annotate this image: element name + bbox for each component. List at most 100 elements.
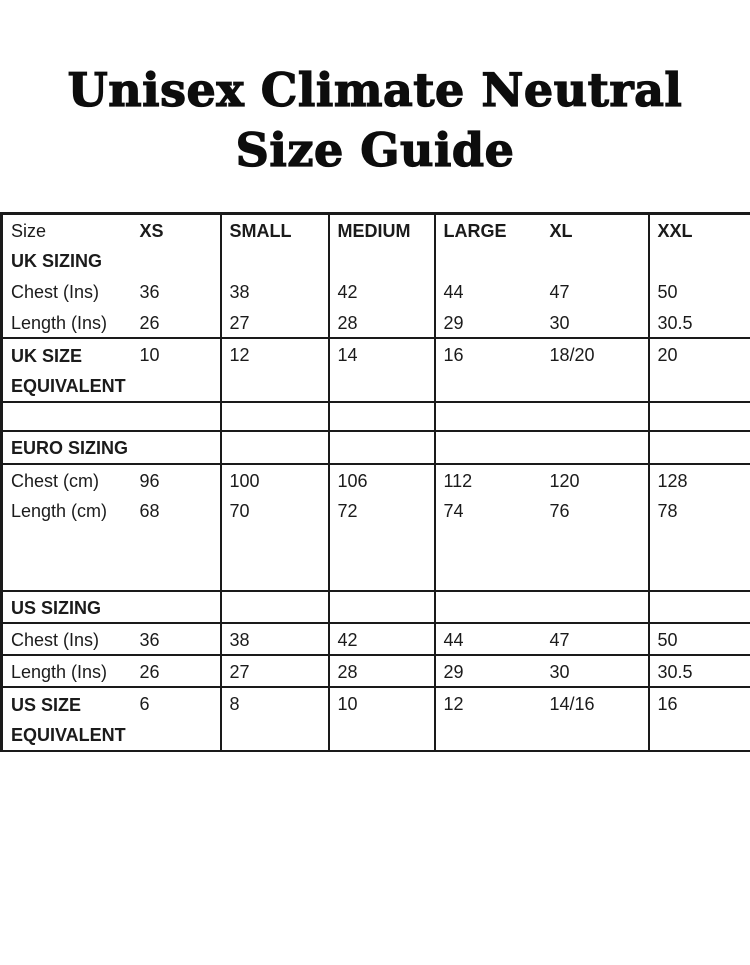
row-label-line2: EQUIVALENT [11,720,130,750]
cell-value: 28 [329,655,435,687]
row-label: Length (Ins) [2,307,132,338]
row-label: Length (Ins) [2,655,132,687]
page-title-line2: Size Guide [0,120,750,180]
cell-value: 6 [132,687,221,751]
row-label: UK SIZE [11,341,130,371]
row-uk-chest: Chest (Ins) 36 38 42 44 47 50 [2,276,750,307]
cell-value: 96 [132,464,221,495]
cell-value: 29 [435,655,542,687]
row-label: Chest (Ins) [2,276,132,307]
cell-empty [221,591,329,623]
cell-value: 27 [221,655,329,687]
cell-value: 29 [435,307,542,338]
cell-value: 44 [435,623,542,655]
cell-empty [132,591,221,623]
row-label-cell: US SIZE EQUIVALENT [2,687,132,751]
cell-value: 36 [132,276,221,307]
cell-value: 26 [132,307,221,338]
cell-value: 47 [542,276,649,307]
section-label-euro-sizing: EURO SIZING [2,431,132,464]
row-separator [2,402,750,431]
cell-value: 100 [221,464,329,495]
cell-empty [221,526,329,591]
page-title-line1: Unisex Climate Neutral [0,60,750,120]
cell-value: 18/20 [542,338,649,402]
col-header-large: LARGE [435,214,542,246]
cell-empty [435,245,542,276]
cell-empty [2,402,132,431]
row-spacer [2,526,750,591]
cell-value: 14/16 [542,687,649,751]
col-header-xxl: XXL [649,214,750,246]
cell-value: 42 [329,623,435,655]
cell-empty [329,526,435,591]
cell-value: 78 [649,495,750,526]
cell-value: 68 [132,495,221,526]
cell-empty [435,431,542,464]
cell-empty [435,526,542,591]
cell-empty [649,245,750,276]
row-label: Chest (Ins) [2,623,132,655]
cell-value: 16 [649,687,750,751]
cell-empty [329,431,435,464]
cell-empty [649,526,750,591]
row-size-header: Size XS SMALL MEDIUM LARGE XL XXL [2,214,750,246]
cell-value: 76 [542,495,649,526]
cell-value: 26 [132,655,221,687]
cell-empty [649,431,750,464]
col-header-small: SMALL [221,214,329,246]
cell-value: 30 [542,307,649,338]
cell-empty [542,402,649,431]
cell-empty [329,591,435,623]
cell-value: 44 [435,276,542,307]
cell-value: 8 [221,687,329,751]
page-title: Unisex Climate Neutral Size Guide [0,60,750,180]
cell-empty [649,591,750,623]
row-euro-chest: Chest (cm) 96 100 106 112 120 128 [2,464,750,495]
cell-value: 106 [329,464,435,495]
section-label-us-sizing: US SIZING [2,591,132,623]
cell-empty [2,526,132,591]
cell-value: 120 [542,464,649,495]
cell-empty [435,402,542,431]
row-us-chest: Chest (Ins) 36 38 42 44 47 50 [2,623,750,655]
row-us-length: Length (Ins) 26 27 28 29 30 30.5 [2,655,750,687]
cell-value: 12 [221,338,329,402]
cell-value: 72 [329,495,435,526]
cell-value: 14 [329,338,435,402]
row-label-cell: UK SIZE EQUIVALENT [2,338,132,402]
cell-value: 28 [329,307,435,338]
cell-empty [132,402,221,431]
cell-empty [542,245,649,276]
cell-value: 10 [329,687,435,751]
row-euro-sizing-heading: EURO SIZING [2,431,750,464]
cell-value: 36 [132,623,221,655]
cell-value: 30.5 [649,307,750,338]
size-guide-table: Size XS SMALL MEDIUM LARGE XL XXL UK SIZ… [0,212,750,752]
cell-value: 50 [649,276,750,307]
cell-value: 42 [329,276,435,307]
row-uk-length: Length (Ins) 26 27 28 29 30 30.5 [2,307,750,338]
cell-value: 50 [649,623,750,655]
col-header-medium: MEDIUM [329,214,435,246]
row-label: Chest (cm) [2,464,132,495]
cell-value: 16 [435,338,542,402]
cell-empty [542,591,649,623]
cell-empty [435,591,542,623]
cell-value: 74 [435,495,542,526]
col-header-xl: XL [542,214,649,246]
row-label: US SIZE [11,690,130,720]
cell-value: 112 [435,464,542,495]
row-label: Length (cm) [2,495,132,526]
cell-value: 30.5 [649,655,750,687]
col-header-xs: XS [132,214,221,246]
cell-value: 30 [542,655,649,687]
cell-value: 12 [435,687,542,751]
row-us-sizing-heading: US SIZING [2,591,750,623]
row-label-line2: EQUIVALENT [11,371,130,401]
size-column-label: Size [2,214,132,246]
cell-value: 38 [221,623,329,655]
cell-value: 10 [132,338,221,402]
cell-empty [542,431,649,464]
cell-value: 27 [221,307,329,338]
